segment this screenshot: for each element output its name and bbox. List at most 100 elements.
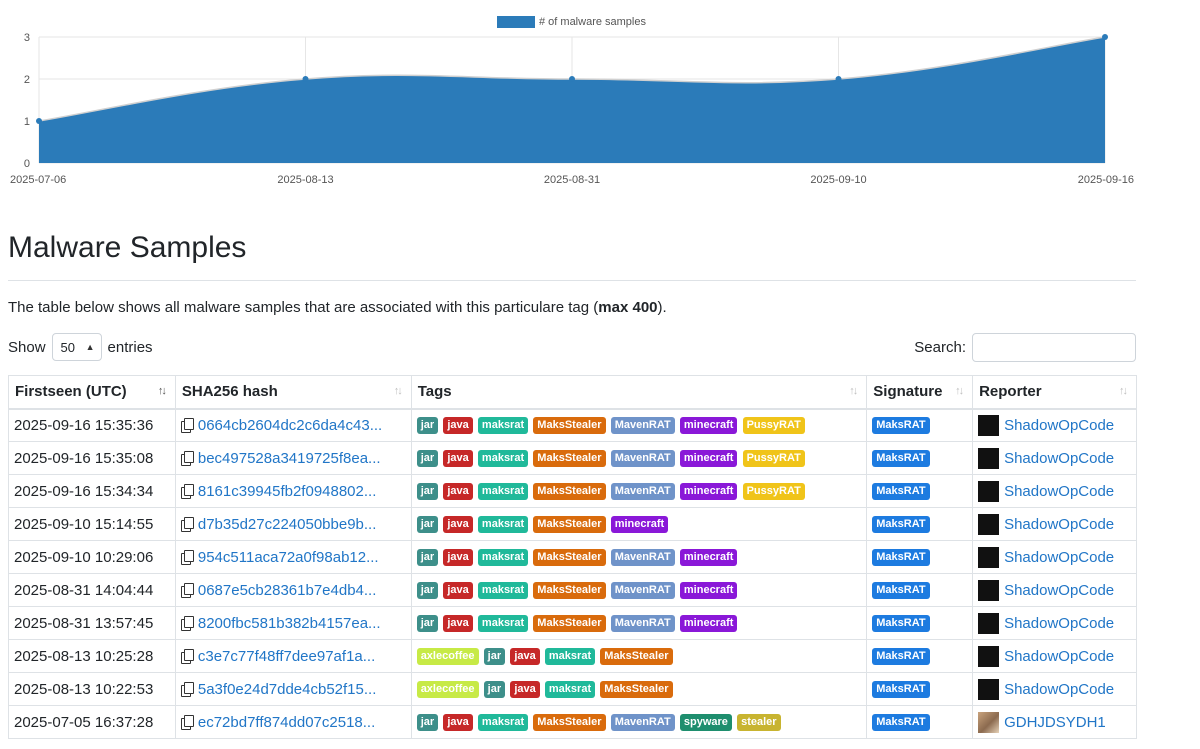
tag-badge[interactable]: jar <box>416 713 439 731</box>
hash-link[interactable]: ec72bd7ff874dd07c2518... <box>197 713 376 731</box>
hash-link[interactable]: 0687e5cb28361b7e4db4... <box>197 581 377 599</box>
tag-badge[interactable]: maksrat <box>477 449 529 467</box>
copy-icon[interactable] <box>180 450 194 466</box>
tag-badge[interactable]: java <box>510 647 540 665</box>
copy-icon[interactable] <box>180 615 194 631</box>
reporter-link[interactable]: ShadowOpCode <box>1004 680 1115 698</box>
tag-badge[interactable]: MaksStealer <box>533 548 606 566</box>
tag-badge[interactable]: MaksStealer <box>533 449 606 467</box>
tag-badge[interactable]: maksrat <box>477 482 529 500</box>
tag-badge[interactable]: MavenRAT <box>610 417 675 435</box>
reporter-link[interactable]: ShadowOpCode <box>1004 515 1115 533</box>
signature-badge[interactable]: MaksRAT <box>872 548 930 566</box>
copy-icon[interactable] <box>180 549 194 565</box>
copy-icon[interactable] <box>180 648 194 664</box>
tag-badge[interactable]: jar <box>483 680 506 698</box>
tag-badge[interactable]: minecraft <box>679 581 738 599</box>
hash-link[interactable]: d7b35d27c224050bbe9b... <box>197 515 377 533</box>
tag-badge[interactable]: jar <box>416 581 439 599</box>
tag-badge[interactable]: jar <box>416 417 439 435</box>
tag-badge[interactable]: MaksStealer <box>533 417 606 435</box>
tag-badge[interactable]: maksrat <box>477 614 529 632</box>
tag-badge[interactable]: jar <box>483 647 506 665</box>
tag-badge[interactable]: maksrat <box>477 713 529 731</box>
tag-badge[interactable]: MaksStealer <box>533 581 606 599</box>
tag-badge[interactable]: spyware <box>679 713 732 731</box>
tag-badge[interactable]: MaksStealer <box>533 614 606 632</box>
reporter-link[interactable]: GDHJDSYDH1 <box>1004 713 1106 731</box>
entries-select[interactable]: 50 ▲︎ <box>51 333 102 361</box>
reporter-link[interactable]: ShadowOpCode <box>1004 482 1115 500</box>
tag-badge[interactable]: minecraft <box>679 482 738 500</box>
reporter-link[interactable]: ShadowOpCode <box>1004 614 1115 632</box>
tag-badge[interactable]: MaksStealer <box>600 680 673 698</box>
tag-badge[interactable]: PussyRAT <box>742 449 805 467</box>
reporter-link[interactable]: ShadowOpCode <box>1004 449 1115 467</box>
tag-badge[interactable]: PussyRAT <box>742 482 805 500</box>
tag-badge[interactable]: maksrat <box>477 417 529 435</box>
tag-badge[interactable]: MavenRAT <box>610 614 675 632</box>
tag-badge[interactable]: PussyRAT <box>742 417 805 435</box>
copy-icon[interactable] <box>180 483 194 499</box>
tag-badge[interactable]: MavenRAT <box>610 713 675 731</box>
reporter-link[interactable]: ShadowOpCode <box>1004 548 1115 566</box>
search-input[interactable] <box>972 332 1136 362</box>
tag-badge[interactable]: MavenRAT <box>610 581 675 599</box>
tag-badge[interactable]: jar <box>416 482 439 500</box>
tag-badge[interactable]: MavenRAT <box>610 548 675 566</box>
hash-link[interactable]: 954c511aca72a0f98ab12... <box>197 548 379 566</box>
column-header-firstseen[interactable]: Firstseen (UTC) ↑↓ <box>8 375 176 410</box>
tag-badge[interactable]: maksrat <box>544 647 596 665</box>
signature-badge[interactable]: MaksRAT <box>872 713 930 731</box>
column-header-sha256[interactable]: SHA256 hash ↑↓ <box>174 375 412 410</box>
signature-badge[interactable]: MaksRAT <box>872 614 930 632</box>
tag-badge[interactable]: java <box>443 548 473 566</box>
tag-badge[interactable]: java <box>510 680 540 698</box>
copy-icon[interactable] <box>180 714 194 730</box>
signature-badge[interactable]: MaksRAT <box>872 581 930 599</box>
tag-badge[interactable]: jar <box>416 515 439 533</box>
tag-badge[interactable]: MaksStealer <box>533 713 606 731</box>
signature-badge[interactable]: MaksRAT <box>872 680 930 698</box>
tag-badge[interactable]: maksrat <box>477 581 529 599</box>
signature-badge[interactable]: MaksRAT <box>872 417 930 435</box>
tag-badge[interactable]: java <box>443 515 473 533</box>
reporter-link[interactable]: ShadowOpCode <box>1004 581 1115 599</box>
tag-badge[interactable]: MavenRAT <box>610 449 675 467</box>
signature-badge[interactable]: MaksRAT <box>872 482 930 500</box>
hash-link[interactable]: 5a3f0e24d7dde4cb52f15... <box>197 680 377 698</box>
copy-icon[interactable] <box>180 582 194 598</box>
copy-icon[interactable] <box>180 417 194 433</box>
tag-badge[interactable]: jar <box>416 548 439 566</box>
tag-badge[interactable]: stealer <box>737 713 781 731</box>
tag-badge[interactable]: minecraft <box>679 614 738 632</box>
hash-link[interactable]: 0664cb2604dc2c6da4c43... <box>197 416 383 434</box>
tag-badge[interactable]: maksrat <box>477 515 529 533</box>
column-header-reporter[interactable]: Reporter ↑↓ <box>972 375 1137 410</box>
tag-badge[interactable]: minecraft <box>679 417 738 435</box>
tag-badge[interactable]: java <box>443 449 473 467</box>
hash-link[interactable]: c3e7c77f48ff7dee97af1a... <box>197 647 376 665</box>
reporter-link[interactable]: ShadowOpCode <box>1004 416 1115 434</box>
copy-icon[interactable] <box>180 681 194 697</box>
reporter-link[interactable]: ShadowOpCode <box>1004 647 1115 665</box>
tag-badge[interactable]: axlecoffee <box>416 680 479 698</box>
hash-link[interactable]: 8161c39945fb2f0948802... <box>197 482 377 500</box>
tag-badge[interactable]: MaksStealer <box>533 482 606 500</box>
column-header-tags[interactable]: Tags ↑↓ <box>410 375 868 410</box>
tag-badge[interactable]: MaksStealer <box>533 515 606 533</box>
tag-badge[interactable]: jar <box>416 614 439 632</box>
tag-badge[interactable]: java <box>443 614 473 632</box>
tag-badge[interactable]: jar <box>416 449 439 467</box>
tag-badge[interactable]: minecraft <box>679 449 738 467</box>
column-header-signature[interactable]: Signature ↑↓ <box>866 375 974 410</box>
signature-badge[interactable]: MaksRAT <box>872 515 930 533</box>
tag-badge[interactable]: maksrat <box>477 548 529 566</box>
tag-badge[interactable]: MavenRAT <box>610 482 675 500</box>
tag-badge[interactable]: java <box>443 581 473 599</box>
tag-badge[interactable]: minecraft <box>610 515 669 533</box>
signature-badge[interactable]: MaksRAT <box>872 647 930 665</box>
tag-badge[interactable]: java <box>443 417 473 435</box>
tag-badge[interactable]: axlecoffee <box>416 647 479 665</box>
tag-badge[interactable]: java <box>443 482 473 500</box>
